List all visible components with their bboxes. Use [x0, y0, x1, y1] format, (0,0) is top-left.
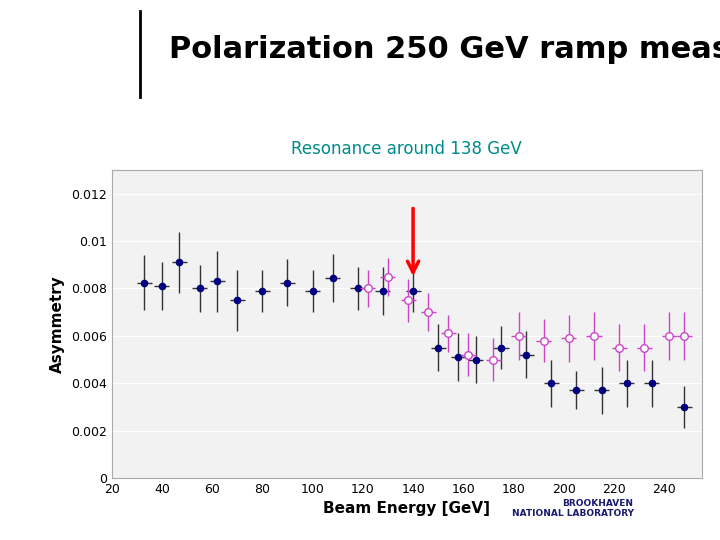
- Text: BROOKHAVEN
NATIONAL LABORATORY: BROOKHAVEN NATIONAL LABORATORY: [512, 499, 634, 518]
- Y-axis label: Asymmetry: Asymmetry: [50, 275, 66, 373]
- X-axis label: Beam Energy [GeV]: Beam Energy [GeV]: [323, 501, 490, 516]
- Text: Polarization 250 GeV ramp measurement: Polarization 250 GeV ramp measurement: [169, 35, 720, 64]
- Text: Resonance around 138 GeV: Resonance around 138 GeV: [292, 140, 522, 158]
